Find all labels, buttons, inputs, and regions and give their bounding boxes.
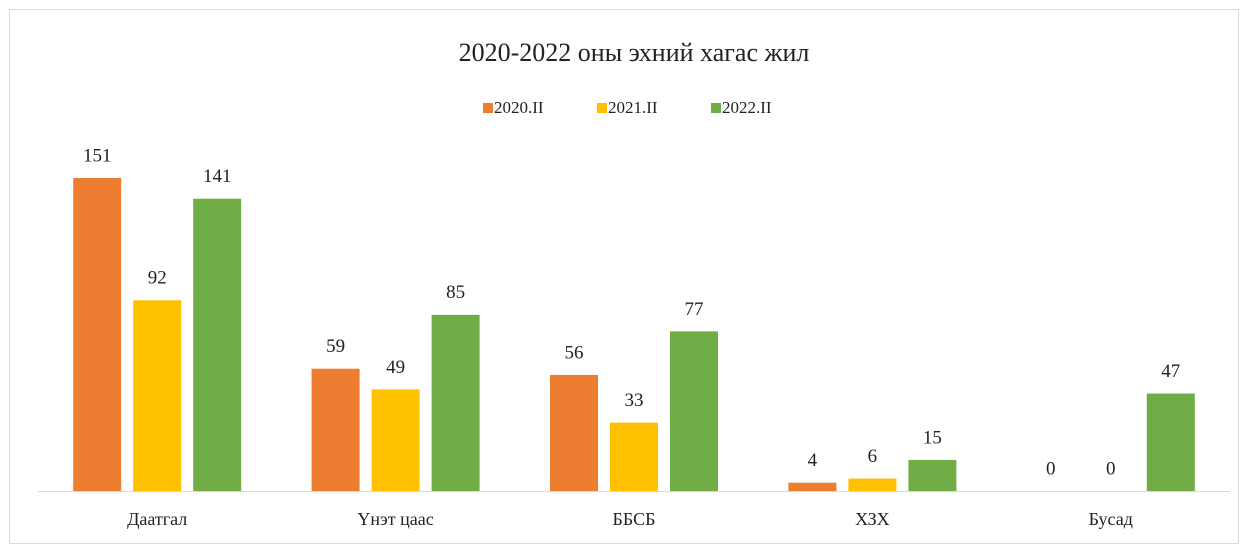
bar [670, 331, 718, 491]
data-label: 0 [1046, 458, 1056, 479]
data-label: 77 [685, 299, 704, 320]
data-label: 56 [565, 342, 584, 363]
bar [431, 314, 480, 491]
bar [550, 374, 598, 491]
data-label: 85 [446, 282, 465, 303]
data-label: 4 [808, 450, 818, 471]
legend-label: 2021.II [608, 98, 658, 117]
legend-swatch [483, 103, 493, 113]
data-label: 47 [1161, 361, 1180, 382]
data-label: 92 [148, 268, 167, 289]
bar [371, 389, 420, 491]
chart-title: 2020-2022 оны эхний хагас жил [459, 38, 810, 67]
x-tick-label: ББСБ [613, 509, 656, 529]
bar [610, 422, 658, 491]
data-label: 49 [386, 357, 405, 378]
data-label: 151 [83, 145, 112, 166]
data-label: 33 [625, 390, 644, 411]
legend-swatch [711, 103, 721, 113]
bar [73, 178, 122, 491]
x-tick-label: ХЗХ [855, 509, 890, 529]
x-tick-label: Бусад [1089, 509, 1133, 529]
bar [311, 368, 360, 491]
bar [133, 300, 182, 491]
x-tick-label: Үнэт цаас [357, 509, 433, 529]
legend-label: 2020.II [494, 98, 544, 117]
bar [788, 482, 837, 491]
data-label: 6 [868, 446, 878, 467]
x-tick-label: Даатгал [127, 509, 187, 529]
data-label: 59 [326, 336, 345, 357]
data-label: 0 [1106, 458, 1116, 479]
legend-label: 2022.II [722, 98, 772, 117]
legend-swatch [597, 103, 607, 113]
data-label: 15 [923, 427, 942, 448]
bar [193, 198, 242, 492]
bar [908, 459, 957, 491]
bar [848, 478, 897, 491]
data-label: 141 [203, 166, 232, 187]
bar [1146, 393, 1195, 491]
